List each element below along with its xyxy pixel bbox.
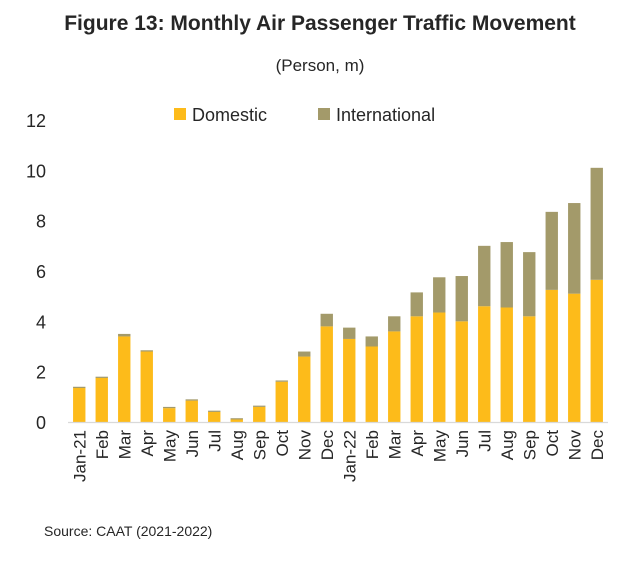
bar-domestic: [478, 306, 491, 422]
bar-international: [140, 350, 153, 352]
bar-domestic: [568, 293, 581, 422]
legend-swatch: [318, 108, 330, 120]
bar-domestic: [95, 377, 108, 422]
bar-domestic: [388, 331, 401, 422]
bar-international: [523, 252, 536, 317]
x-tick-label: Jan-22: [340, 430, 359, 482]
source-note: Source: CAAT (2021-2022): [44, 523, 213, 539]
bar-international: [433, 277, 446, 313]
x-tick-label: Feb: [363, 430, 382, 459]
bar-international: [230, 418, 243, 420]
x-tick-label: May: [430, 430, 449, 463]
bar-international: [118, 333, 131, 337]
bar-domestic: [275, 381, 288, 422]
x-tick-label: Jun: [183, 430, 202, 457]
bar-domestic: [253, 406, 266, 422]
y-tick-label: 10: [26, 161, 46, 181]
x-tick-label: Nov: [565, 430, 584, 461]
bar-domestic: [590, 279, 603, 422]
bar-domestic: [140, 351, 153, 422]
y-tick-label: 2: [36, 363, 46, 383]
bar-domestic: [500, 307, 513, 422]
y-tick-label: 8: [36, 212, 46, 232]
x-tick-label: Dec: [588, 430, 607, 461]
bar-domestic: [208, 411, 221, 422]
x-tick-label: Mar: [115, 430, 134, 460]
chart-title: Figure 13: Monthly Air Passenger Traffic…: [64, 12, 576, 35]
x-tick-label: Jun: [453, 430, 472, 457]
bar-international: [388, 316, 401, 332]
x-tick-label: Mar: [385, 430, 404, 460]
bar-international: [275, 380, 288, 382]
x-axis: Jan-21 Feb Mar Apr May Jun Jul Aug Sep Oct Nov Dec J…: [68, 421, 608, 482]
bar-international: [478, 245, 491, 307]
bar-international: [343, 327, 356, 339]
bar-international: [545, 211, 558, 290]
x-tick-label: Oct: [543, 430, 562, 457]
bar-domestic: [118, 336, 131, 422]
y-tick-label: 0: [36, 413, 46, 433]
x-tick-label: Aug: [498, 430, 517, 460]
bar-domestic: [73, 388, 86, 422]
x-tick-label: Apr: [138, 430, 157, 457]
x-tick-label: May: [160, 430, 179, 463]
bar-domestic: [230, 419, 243, 422]
y-tick-label: 4: [36, 312, 46, 332]
bar-international: [73, 386, 86, 389]
bar-domestic: [455, 321, 468, 422]
bar-international: [253, 405, 266, 407]
bar-domestic: [523, 316, 536, 422]
legend-swatch: [174, 108, 186, 120]
legend: Domestic International: [174, 105, 435, 125]
x-tick-label: Apr: [408, 430, 427, 457]
bar-domestic: [433, 312, 446, 422]
x-tick-label: Jul: [475, 430, 494, 452]
bar-domestic: [163, 408, 176, 422]
bar-international: [185, 399, 198, 401]
x-tick-label: Aug: [228, 430, 247, 460]
bar-international: [320, 313, 333, 327]
bar-international: [568, 203, 581, 294]
x-tick-label: Sep: [250, 430, 269, 460]
bar-international: [208, 410, 221, 412]
bar-domestic: [365, 346, 378, 422]
bar-domestic: [545, 289, 558, 422]
bar-international: [365, 336, 378, 347]
bar-international: [410, 292, 423, 317]
bar-domestic: [298, 356, 311, 422]
x-tick-label: Sep: [520, 430, 539, 460]
y-tick-label: 6: [36, 262, 46, 282]
bar-domestic: [343, 338, 356, 422]
x-tick-label: Nov: [295, 430, 314, 461]
y-axis: 0 2 4 6 8 10 12: [26, 111, 46, 433]
bar-domestic: [185, 400, 198, 422]
bar-domestic: [320, 326, 333, 422]
legend-label: Domestic: [192, 105, 267, 125]
bar-international: [298, 351, 311, 357]
bar-international: [95, 376, 108, 378]
x-tick-label: Dec: [318, 430, 337, 461]
x-tick-label: Jul: [205, 430, 224, 452]
bar-international: [590, 167, 603, 280]
y-tick-label: 12: [26, 111, 46, 131]
x-tick-label: Jan-21: [70, 430, 89, 482]
bar-international: [163, 406, 176, 409]
bar-international: [500, 242, 513, 308]
legend-label: International: [336, 105, 435, 125]
chart-subtitle: (Person, m): [275, 56, 365, 75]
x-tick-label: Oct: [273, 430, 292, 457]
bar-domestic: [410, 316, 423, 422]
bar-international: [455, 276, 468, 322]
bars: [73, 167, 603, 422]
x-tick-label: Feb: [93, 430, 112, 459]
